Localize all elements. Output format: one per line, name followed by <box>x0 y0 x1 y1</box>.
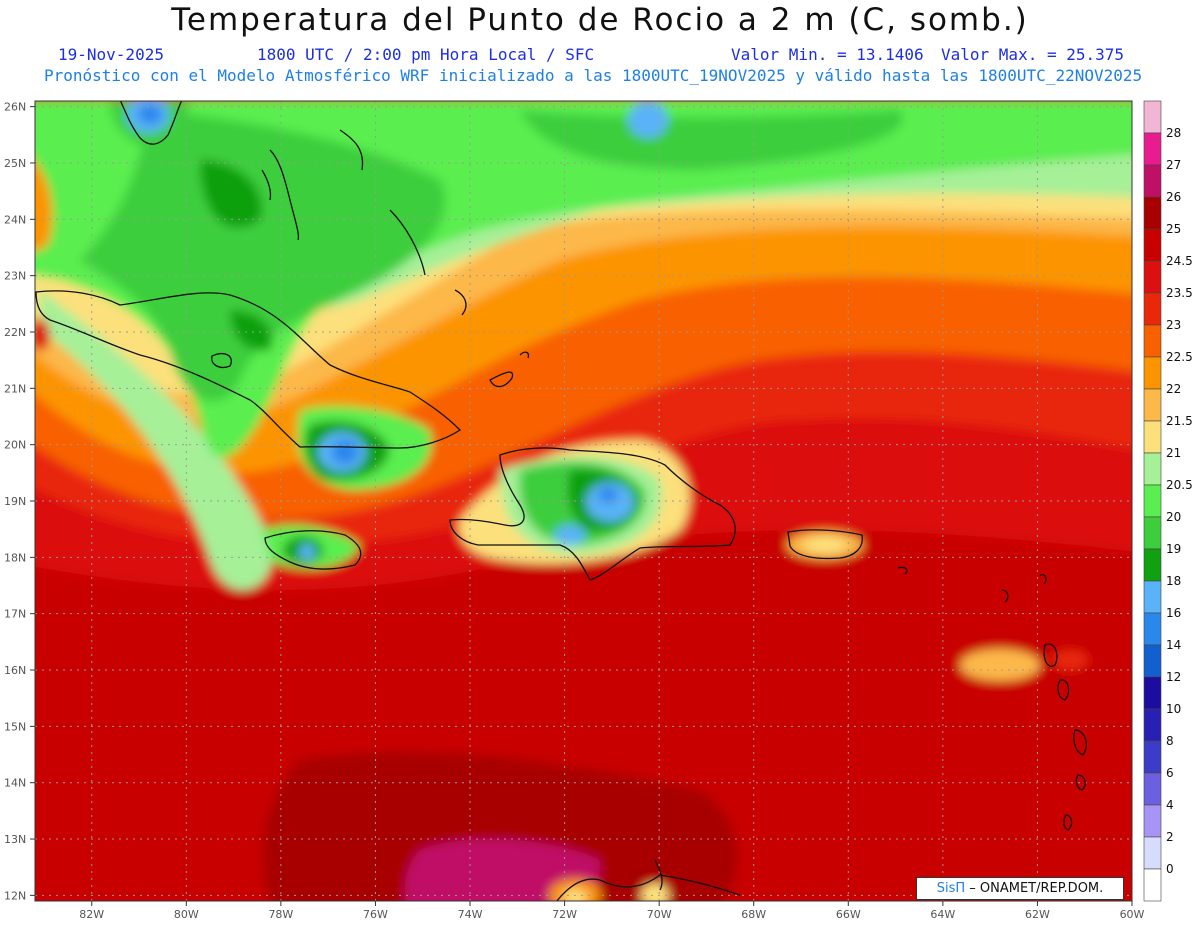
lat-label: 23N <box>4 270 26 283</box>
credit-org: – ONAMET/REP.DOM. <box>965 881 1104 896</box>
lon-label: 64W <box>930 908 955 921</box>
legend-swatch <box>1143 228 1162 262</box>
legend-swatch <box>1143 164 1162 198</box>
legend-swatch <box>1143 484 1162 518</box>
lat-label: 15N <box>4 720 26 733</box>
map-axes: 82W 80W 78W 76W 74W 72W 70W 68W 66W 64W 62W 60W 26N 2… <box>4 101 1145 921</box>
legend-swatch <box>1143 612 1162 646</box>
time-info: 1800 UTC / 2:00 pm Hora Local / SFC <box>257 45 595 64</box>
legend-swatch <box>1143 708 1162 742</box>
legend-swatch <box>1143 868 1162 902</box>
min-value: Valor Min. = 13.1406 <box>731 45 924 64</box>
legend-swatch <box>1143 644 1162 678</box>
lat-label: 24N <box>4 213 26 226</box>
lon-label: 68W <box>741 908 766 921</box>
legend-swatch <box>1143 260 1162 294</box>
legend-label: 16 <box>1166 606 1181 620</box>
legend-label: 23.5 <box>1166 286 1193 300</box>
lat-label: 22N <box>4 326 26 339</box>
legend-swatch <box>1143 804 1162 838</box>
legend-label: 22.5 <box>1166 350 1193 364</box>
legend-swatch <box>1143 356 1162 390</box>
chart-title: Temperatura del Punto de Rocio a 2 m (C,… <box>171 2 1029 38</box>
legend-swatch <box>1143 420 1162 454</box>
legend-label: 2 <box>1166 830 1174 844</box>
lon-label: 60W <box>1120 908 1145 921</box>
legend-label: 0 <box>1166 862 1174 876</box>
lon-label: 70W <box>647 908 672 921</box>
legend-swatch <box>1143 772 1162 806</box>
lat-label: 13N <box>4 833 26 846</box>
legend-label: 4 <box>1166 798 1174 812</box>
legend-swatch <box>1143 292 1162 326</box>
legend-label: 21 <box>1166 446 1181 460</box>
lon-label: 62W <box>1025 908 1050 921</box>
legend-label: 12 <box>1166 670 1181 684</box>
legend-swatch <box>1143 132 1162 166</box>
legend-label: 28 <box>1166 126 1181 140</box>
lat-label: 21N <box>4 382 26 395</box>
legend-swatch <box>1143 388 1162 422</box>
lat-label: 14N <box>4 777 26 790</box>
lat-label: 26N <box>4 101 26 114</box>
legend-swatch <box>1143 324 1162 358</box>
legend-label: 8 <box>1166 734 1174 748</box>
lon-label: 72W <box>552 908 577 921</box>
lon-label: 78W <box>268 908 293 921</box>
lon-label: 66W <box>836 908 861 921</box>
legend-label: 10 <box>1166 702 1181 716</box>
legend-label: 14 <box>1166 638 1181 652</box>
legend-swatch <box>1143 548 1162 582</box>
legend-label: 25 <box>1166 222 1181 236</box>
coastlines <box>35 101 1087 901</box>
legend-swatch <box>1143 516 1162 550</box>
lon-label: 80W <box>174 908 199 921</box>
legend-label: 20 <box>1166 510 1181 524</box>
legend-label: 24.5 <box>1166 254 1193 268</box>
lat-label: 17N <box>4 608 26 621</box>
lon-label: 76W <box>363 908 388 921</box>
legend-label: 21.5 <box>1166 414 1193 428</box>
lat-label: 25N <box>4 157 26 170</box>
credit-sis: SisΠ <box>936 881 966 896</box>
legend-swatch <box>1143 100 1162 134</box>
legend-swatch <box>1143 196 1162 230</box>
legend-label: 20.5 <box>1166 478 1193 492</box>
legend-label: 19 <box>1166 542 1181 556</box>
legend-label: 23 <box>1166 318 1181 332</box>
legend-swatch <box>1143 452 1162 486</box>
model-info: Pronóstico con el Modelo Atmosférico WRF… <box>44 66 1143 85</box>
legend-label: 27 <box>1166 158 1181 172</box>
legend-swatch <box>1143 740 1162 774</box>
legend-label: 22 <box>1166 382 1181 396</box>
max-value: Valor Max. = 25.375 <box>941 45 1125 64</box>
lon-label: 74W <box>458 908 483 921</box>
map-grid <box>35 101 1132 901</box>
lat-label: 19N <box>4 495 26 508</box>
legend-swatch <box>1143 580 1162 614</box>
credit-box: SisΠ – ONAMET/REP.DOM. <box>916 877 1124 900</box>
lat-label: 20N <box>4 439 26 452</box>
lat-label: 12N <box>4 889 26 902</box>
legend-swatch <box>1143 676 1162 710</box>
lon-label: 82W <box>79 908 104 921</box>
lat-label: 16N <box>4 664 26 677</box>
legend-label: 18 <box>1166 574 1181 588</box>
forecast-date: 19-Nov-2025 <box>58 45 164 64</box>
legend-label: 6 <box>1166 766 1174 780</box>
legend-swatch <box>1143 836 1162 870</box>
legend-label: 26 <box>1166 190 1181 204</box>
lat-label: 18N <box>4 551 26 564</box>
